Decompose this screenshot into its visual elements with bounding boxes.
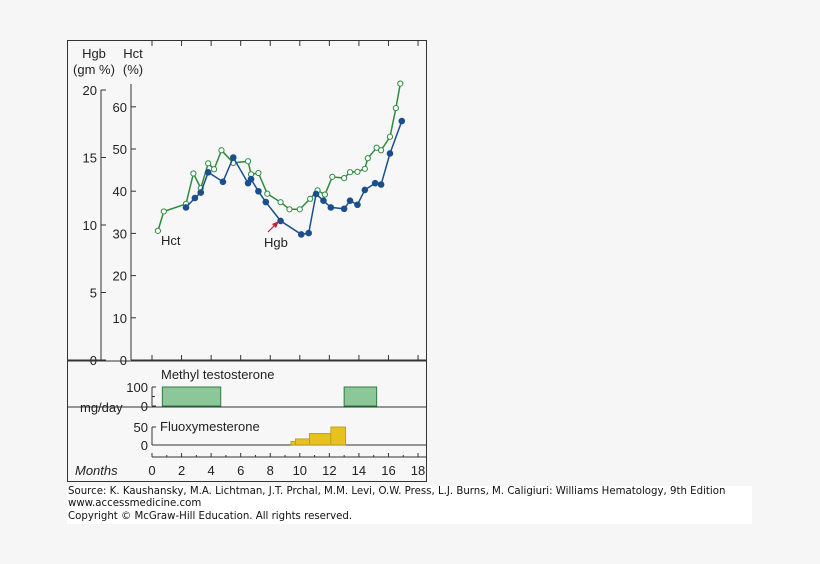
hgb-point xyxy=(277,217,284,225)
hct-series-label: Hct xyxy=(161,233,181,248)
hgb-point xyxy=(354,201,361,209)
hct-point xyxy=(255,169,262,177)
hct-tick-label: 10 xyxy=(113,311,127,326)
fluoxy-dose-step xyxy=(294,438,310,446)
hct-point xyxy=(321,191,329,198)
hct-point xyxy=(386,133,394,140)
hgb-point xyxy=(297,231,305,238)
source-url: www.accessmedicine.com xyxy=(68,498,202,510)
hgb-point xyxy=(320,197,327,204)
hgb-point xyxy=(204,169,212,176)
hct-tick-label: 40 xyxy=(113,184,127,199)
methyl-dose-bar xyxy=(161,386,222,407)
hgb-point xyxy=(255,187,262,195)
hgb-point xyxy=(386,150,394,157)
months-tick-label: 16 xyxy=(381,463,395,478)
hgb-point xyxy=(340,205,348,213)
hgb-point xyxy=(346,197,354,204)
hgb-point xyxy=(262,198,270,206)
hgb-point xyxy=(182,204,190,211)
hgb-point xyxy=(398,117,406,125)
fluoxy-dose-step xyxy=(330,426,347,446)
fluoxy-tick-label: 0 xyxy=(141,438,148,453)
hct-point xyxy=(397,80,404,87)
hct-point xyxy=(346,169,354,176)
hct-point xyxy=(286,206,293,213)
fluoxy-dose-step xyxy=(290,440,296,446)
months-tick-label: 8 xyxy=(267,463,274,478)
hct-tick-label: 50 xyxy=(113,142,127,157)
hct-tick-label: 30 xyxy=(113,226,127,241)
hct-point xyxy=(361,165,368,172)
months-tick-label: 18 xyxy=(411,463,425,478)
months-tick-label: 12 xyxy=(322,463,336,478)
source-citation: Source: K. Kaushansky, M.A. Lichtman, J.… xyxy=(67,486,752,524)
hct-point xyxy=(341,175,348,182)
hgb-tick-label: 15 xyxy=(83,151,97,166)
hct-axis-label-2: (%) xyxy=(123,62,143,77)
hct-point xyxy=(296,206,303,213)
fluoxy-label: Fluoxymesterone xyxy=(160,419,260,434)
copyright-line: Copyright © McGraw-Hill Education. All r… xyxy=(68,510,353,522)
hgb-axis-label-1: Hgb xyxy=(82,46,106,61)
hct-point xyxy=(392,104,399,112)
hgb-point xyxy=(305,229,312,237)
hgb-arrow-head xyxy=(272,221,279,228)
hct-point xyxy=(160,208,167,215)
hct-point xyxy=(373,144,380,151)
source-line: Source: K. Kaushansky, M.A. Lichtman, J.… xyxy=(68,486,726,497)
hgb-tick-label: 10 xyxy=(83,218,97,233)
hgb-axis-label-2: (gm %) xyxy=(73,62,115,77)
methyl-dose-bar xyxy=(343,386,378,407)
fluoxy-dose-step xyxy=(309,433,332,446)
hct-point xyxy=(210,166,218,173)
hgb-point xyxy=(191,194,199,202)
hct-point xyxy=(364,155,371,162)
hgb-point xyxy=(219,178,227,186)
hct-point xyxy=(377,147,385,154)
hgb-point xyxy=(247,175,255,183)
hgb-tick-label: 20 xyxy=(83,83,97,98)
hct-tick-label: 60 xyxy=(113,100,127,115)
hgb-point xyxy=(229,154,237,161)
hct-point xyxy=(244,158,252,165)
methyl-label: Methyl testosterone xyxy=(161,367,274,382)
hct-point xyxy=(154,227,162,234)
x-axis-label: Months xyxy=(75,463,118,478)
hgb-tick-label: 5 xyxy=(90,286,97,301)
months-tick-label: 2 xyxy=(178,463,185,478)
hct-point xyxy=(329,173,336,180)
methyl-tick-label: 0 xyxy=(141,399,148,414)
hct-point xyxy=(307,195,314,202)
hct-point xyxy=(205,160,212,167)
chart-frame xyxy=(67,40,427,482)
hgb-series-label: Hgb xyxy=(264,235,288,250)
hct-point xyxy=(264,190,271,197)
months-tick-label: 6 xyxy=(237,463,244,478)
fluoxy-tick-label: 50 xyxy=(134,420,148,435)
hct-point xyxy=(354,168,361,175)
hct-point xyxy=(190,170,197,177)
hct-tick-label: 20 xyxy=(113,269,127,284)
months-tick-label: 4 xyxy=(208,463,215,478)
dose-unit-label: mg/day xyxy=(80,400,123,415)
hgb-point xyxy=(327,204,335,211)
hct-axis-label-1: Hct xyxy=(123,46,143,61)
months-tick-label: 0 xyxy=(148,463,155,478)
months-tick-label: 14 xyxy=(352,463,366,478)
hgb-point xyxy=(197,189,205,196)
hgb-point xyxy=(371,179,379,187)
hgb-point xyxy=(312,190,320,198)
hct-point xyxy=(218,147,225,154)
methyl-tick-label: 100 xyxy=(126,380,148,395)
hct-point xyxy=(277,199,284,206)
hgb-point xyxy=(377,181,385,188)
months-tick-label: 10 xyxy=(293,463,307,478)
hgb-point xyxy=(361,186,369,194)
